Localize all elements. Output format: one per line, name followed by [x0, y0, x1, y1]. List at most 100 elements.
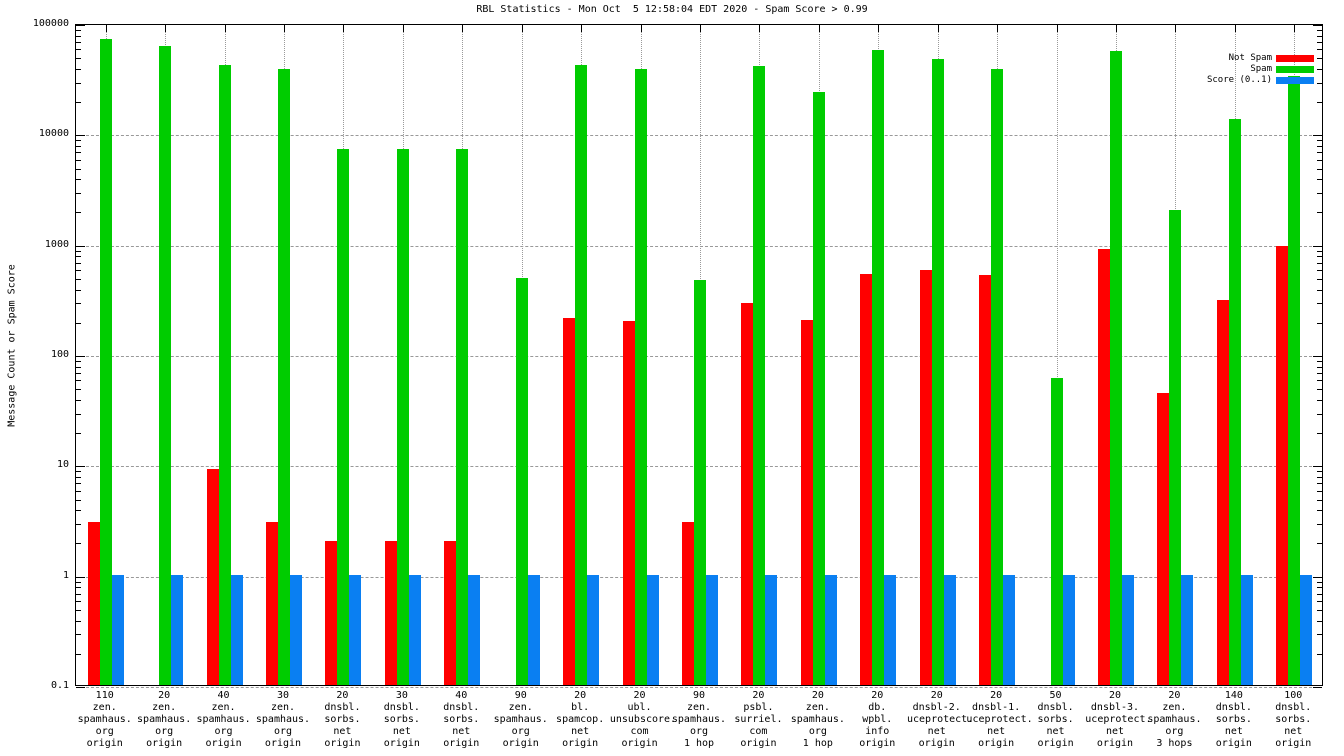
bar-score-0-1: [290, 574, 302, 685]
bar-score-0-1: [349, 574, 362, 685]
axis-tick-minor: [1317, 140, 1322, 142]
category-gridline: [878, 25, 880, 685]
axis-tick-minor: [76, 366, 81, 368]
bar-score-0-1: [468, 574, 481, 685]
x-axis-tick-label: 20 zen. spamhaus. org origin: [137, 690, 192, 749]
x-axis-tick-label: 20 zen. spamhaus. org 1 hop: [790, 690, 845, 749]
category-gridline: [165, 25, 167, 685]
x-axis-tick-label: 30 zen. spamhaus. org origin: [255, 690, 311, 749]
axis-tick-minor: [76, 490, 81, 492]
y-axis-tick-label: 1000: [44, 238, 69, 250]
axis-tick-minor: [76, 289, 81, 291]
axis-tick-minor: [1317, 499, 1322, 501]
axis-tick-minor: [76, 212, 81, 214]
bar-score-0-1: [1300, 574, 1313, 685]
axis-tick-minor: [1317, 593, 1322, 595]
axis-tick-minor: [1317, 42, 1322, 44]
y-axis-title: Message Count or Spam Score: [6, 264, 18, 427]
axis-tick-minor: [76, 146, 81, 148]
axis-tick-major: [1313, 25, 1322, 26]
y-axis-tick-label: 1: [62, 569, 69, 581]
bar-spam: [753, 65, 766, 685]
gridline: [76, 356, 1322, 357]
bar-not-spam: [384, 541, 397, 685]
axis-tick-minor: [76, 262, 81, 264]
axis-tick-minor: [1317, 82, 1322, 84]
bar-not-spam: [622, 320, 635, 685]
x-axis-tick: [700, 25, 701, 32]
x-axis-tick-label: 90 zen. spamhaus. org origin: [493, 690, 548, 749]
axis-tick-minor: [1317, 168, 1322, 170]
gridline: [76, 466, 1322, 468]
axis-tick-minor: [1317, 49, 1322, 51]
x-axis-tick-label: 20 zen. spamhaus. org 3 hops: [1147, 690, 1202, 749]
bar-spam: [1169, 210, 1182, 685]
bar-not-spam: [1157, 393, 1170, 685]
bar-not-spam: [266, 522, 278, 685]
axis-tick-minor: [76, 510, 81, 512]
axis-tick-minor: [1317, 146, 1322, 148]
axis-tick-minor: [76, 477, 81, 479]
bar-spam: [812, 92, 825, 685]
category-gridline: [818, 25, 820, 685]
chart-title: RBL Statistics - Mon Oct 5 12:58:04 EDT …: [476, 4, 868, 15]
axis-tick-minor: [1317, 609, 1322, 611]
bar-not-spam: [1216, 299, 1229, 685]
axis-tick-minor: [1317, 413, 1322, 415]
axis-tick-minor: [1317, 399, 1322, 401]
bar-score-0-1: [587, 574, 600, 685]
category-gridline: [224, 25, 226, 685]
axis-tick-minor: [76, 373, 81, 375]
x-axis-tick: [224, 25, 226, 32]
x-axis-tick-label: 90 zen. spamhaus. org 1 hop: [671, 690, 727, 749]
y-axis-tick-label: 100000: [32, 18, 69, 29]
x-axis-tick: [402, 25, 404, 32]
axis-tick-minor: [1317, 601, 1322, 603]
category-gridline: [759, 25, 761, 685]
axis-tick-minor: [76, 543, 81, 545]
axis-tick-minor: [76, 593, 81, 595]
x-axis-tick-label: 20 ubl. unsubscore. com origin: [609, 690, 677, 749]
x-axis-tick-label: 20 psbl. surriel. com origin: [734, 690, 783, 749]
axis-tick-minor: [76, 399, 81, 401]
axis-tick-minor: [1317, 490, 1322, 492]
y-axis-tick-label: 100: [50, 349, 69, 360]
bar-score-0-1: [111, 574, 124, 685]
axis-tick-minor: [1317, 361, 1322, 363]
x-axis-tick: [1234, 25, 1236, 32]
axis-tick-minor: [76, 433, 81, 435]
x-axis-tick-label: 20 dnsbl-1. uceprotect. net origin: [966, 690, 1033, 749]
axis-tick-minor: [76, 35, 81, 37]
bar-score-0-1: [706, 574, 718, 685]
bar-score-0-1: [884, 574, 897, 685]
category-gridline: [997, 25, 999, 685]
bar-score-0-1: [1122, 574, 1134, 685]
x-axis-tick-label: 110 zen. spamhaus. org origin: [77, 690, 132, 749]
bar-not-spam: [563, 318, 576, 685]
axis-tick-minor: [1317, 152, 1322, 154]
x-axis-tick: [165, 25, 167, 32]
axis-tick-minor: [1317, 256, 1322, 258]
axis-tick-minor: [1317, 30, 1322, 32]
axis-tick-minor: [1317, 212, 1322, 214]
axis-tick-major: [76, 25, 85, 26]
x-axis-tick: [105, 25, 107, 32]
y-axis-tick-label: 0.1: [50, 680, 69, 691]
bar-spam: [278, 69, 290, 685]
axis-tick-major: [1313, 687, 1322, 688]
bar-not-spam: [1276, 246, 1289, 685]
bar-not-spam: [800, 319, 813, 685]
axis-tick-major: [76, 245, 85, 247]
axis-tick-minor: [1317, 380, 1322, 382]
x-axis-tick: [1294, 25, 1296, 32]
bar-not-spam: [87, 522, 100, 685]
bar-score-0-1: [1003, 574, 1016, 685]
x-axis-tick-label: 40 zen. spamhaus. org origin: [196, 690, 251, 749]
axis-tick-minor: [76, 609, 81, 611]
category-gridline: [402, 25, 404, 685]
axis-tick-minor: [76, 102, 81, 104]
bar-score-0-1: [527, 574, 540, 685]
x-axis-tick-label: 50 dnsbl. sorbs. net origin: [1037, 690, 1074, 749]
axis-tick-minor: [1317, 483, 1322, 485]
x-axis-tick: [937, 25, 939, 32]
